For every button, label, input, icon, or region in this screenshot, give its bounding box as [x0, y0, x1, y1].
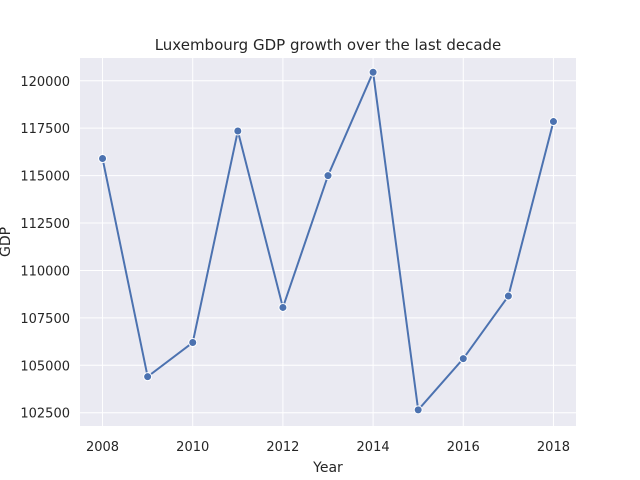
y-tick-label: 102500: [20, 407, 70, 422]
x-tick-label: 2010: [176, 440, 209, 455]
x-tick-label: 2008: [86, 440, 119, 455]
x-tick-label: 2016: [447, 440, 480, 455]
y-tick-label: 115000: [20, 170, 70, 185]
data-point: [503, 291, 513, 301]
data-points: [98, 67, 558, 415]
data-point: [323, 171, 333, 181]
chart-title: Luxembourg GDP growth over the last deca…: [155, 36, 502, 54]
y-tick-label: 110000: [20, 264, 70, 279]
y-tick-label: 107500: [20, 312, 70, 327]
x-tick-label: 2014: [357, 440, 390, 455]
x-tick-labels: 2008 2010 2012 2014 2016 2018: [86, 440, 570, 455]
data-point: [548, 117, 558, 127]
data-point: [98, 154, 108, 164]
x-tick-label: 2018: [537, 440, 570, 455]
y-tick-label: 117500: [20, 122, 70, 137]
y-tick-label: 112500: [20, 217, 70, 232]
x-tick-label: 2012: [266, 440, 299, 455]
y-tick-label: 105000: [20, 359, 70, 374]
data-point: [143, 372, 153, 382]
data-point: [413, 405, 423, 415]
data-point: [188, 338, 198, 348]
y-tick-label: 120000: [20, 75, 70, 90]
data-point: [368, 67, 378, 77]
data-point: [233, 126, 243, 136]
x-axis-label: Year: [312, 460, 343, 476]
y-tick-labels: 102500 105000 107500 110000 112500 115000 1175…: [20, 75, 70, 422]
y-axis-label: GDP: [0, 227, 14, 257]
data-point: [458, 354, 468, 364]
data-point: [278, 302, 288, 312]
